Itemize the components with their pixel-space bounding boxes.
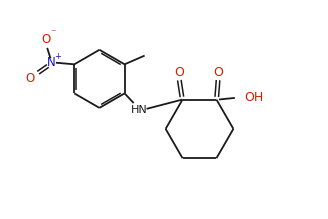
Text: +: + [54,52,61,61]
Text: ⁻: ⁻ [50,28,55,38]
Text: O: O [42,33,51,46]
Text: O: O [26,72,35,85]
Text: OH: OH [244,91,264,104]
Text: O: O [214,65,223,79]
Text: N: N [47,56,55,69]
Text: HN: HN [131,104,148,115]
Text: O: O [174,65,184,79]
